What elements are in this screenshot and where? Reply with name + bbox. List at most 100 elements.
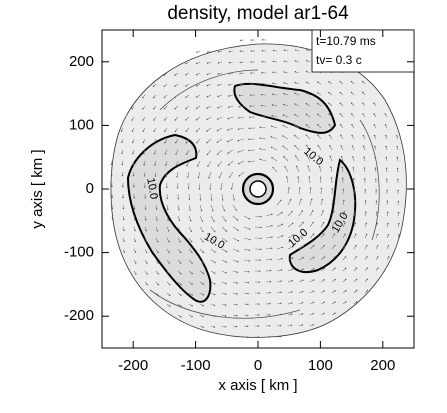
velocity-arrow [298,245,304,250]
velocity-arrow-head [351,123,353,126]
velocity-arrow [227,149,234,154]
x-tick-label: 0 [254,357,262,374]
velocity-arrow [210,270,215,274]
velocity-arrow-head [153,141,155,144]
velocity-arrow [199,182,201,189]
velocity-arrow-head [362,113,364,115]
velocity-arrow [177,226,181,232]
velocity-arrow-head [196,51,198,54]
velocity-arrow-head [318,166,321,168]
velocity-arrow-head [191,294,193,296]
velocity-arrow-head [374,145,376,148]
velocity-arrow-head [272,82,274,84]
velocity-arrow-head [271,225,273,227]
velocity-arrow-head [196,142,198,144]
velocity-arrow [217,149,223,155]
velocity-arrow [276,280,282,283]
velocity-arrow-head [235,325,238,328]
velocity-arrow [298,257,304,261]
velocity-arrow-head [226,140,229,143]
velocity-arrow [287,211,293,217]
velocity-arrow-head [305,103,308,105]
velocity-arrow-head [294,49,297,51]
velocity-arrow-head [134,251,137,253]
annotation-box [311,29,415,73]
velocity-arrow-head [375,178,377,180]
velocity-arrow [166,204,169,210]
velocity-arrow-head [260,93,263,96]
velocity-arrow-head [319,176,322,179]
velocity-arrow [239,94,245,96]
velocity-arrow [320,199,323,206]
velocity-arrow [260,116,267,118]
velocity-arrow-head [270,125,273,128]
velocity-arrow-head [121,174,124,177]
velocity-arrow [331,211,334,217]
velocity-arrow-head [288,187,290,189]
velocity-arrow-head [291,210,293,213]
velocity-arrow [341,167,344,173]
velocity-arrow [196,138,201,143]
velocity-arrow-head [292,234,294,236]
velocity-arrow-head [227,117,230,120]
velocity-arrow [165,149,168,155]
velocity-arrow-head [208,176,210,179]
velocity-arrow-head [286,176,288,178]
velocity-arrow-head [312,256,315,259]
velocity-arrow-head [217,73,220,75]
velocity-arrow [232,259,238,262]
velocity-arrow [272,115,278,118]
velocity-arrow-head [279,324,282,327]
annotation: tv= 0.3 c [316,53,362,67]
velocity-arrow-head [333,222,335,224]
velocity-arrow-head [258,314,260,316]
velocity-arrow-head [135,262,137,264]
velocity-arrow-head [133,197,135,199]
velocity-arrow [260,126,267,129]
velocity-arrow-head [206,153,209,156]
velocity-arrow-head [271,104,274,106]
velocity-arrow [329,145,333,151]
velocity-arrow-head [132,174,135,177]
velocity-arrow-head [227,106,230,109]
velocity-arrow-head [196,165,199,167]
velocity-arrow-head [196,153,198,156]
velocity-arrow-head [302,279,304,282]
velocity-arrow-head [228,95,230,97]
velocity-arrow [317,113,322,118]
velocity-arrow-head [153,119,155,121]
velocity-arrow-head [213,304,216,307]
velocity-arrow-head [121,141,123,143]
velocity-arrow [294,135,300,140]
velocity-arrow-head [376,222,378,225]
velocity-arrow-head [111,207,114,210]
velocity-arrow-head [334,301,336,303]
velocity-arrow [271,157,278,162]
velocity-arrow [283,104,289,107]
velocity-arrow-head [153,130,155,132]
velocity-arrow [282,135,289,140]
velocity-arrow-head [355,301,358,303]
y-tick-label: 100 [69,116,94,133]
velocity-arrow [175,138,179,143]
velocity-arrow-head [174,119,177,121]
velocity-arrow [228,105,234,108]
velocity-arrow-head [187,176,189,178]
velocity-arrow-head [350,102,353,104]
velocity-arrow [331,222,335,228]
velocity-arrow-head [225,272,227,274]
velocity-arrow-head [362,124,364,126]
velocity-arrow-head [230,188,233,190]
velocity-arrow [342,211,345,217]
velocity-arrow-head [224,315,227,317]
x-tick-label: 200 [370,357,395,374]
velocity-arrow-head [330,177,333,179]
velocity-arrow-head [248,260,250,262]
velocity-arrow-head [308,176,311,178]
velocity-arrow [271,126,278,129]
velocity-arrow-head [323,244,325,247]
velocity-arrow-head [156,240,159,243]
velocity-arrow [177,237,181,242]
velocity-arrow [221,215,226,221]
velocity-arrow-head [168,262,171,264]
